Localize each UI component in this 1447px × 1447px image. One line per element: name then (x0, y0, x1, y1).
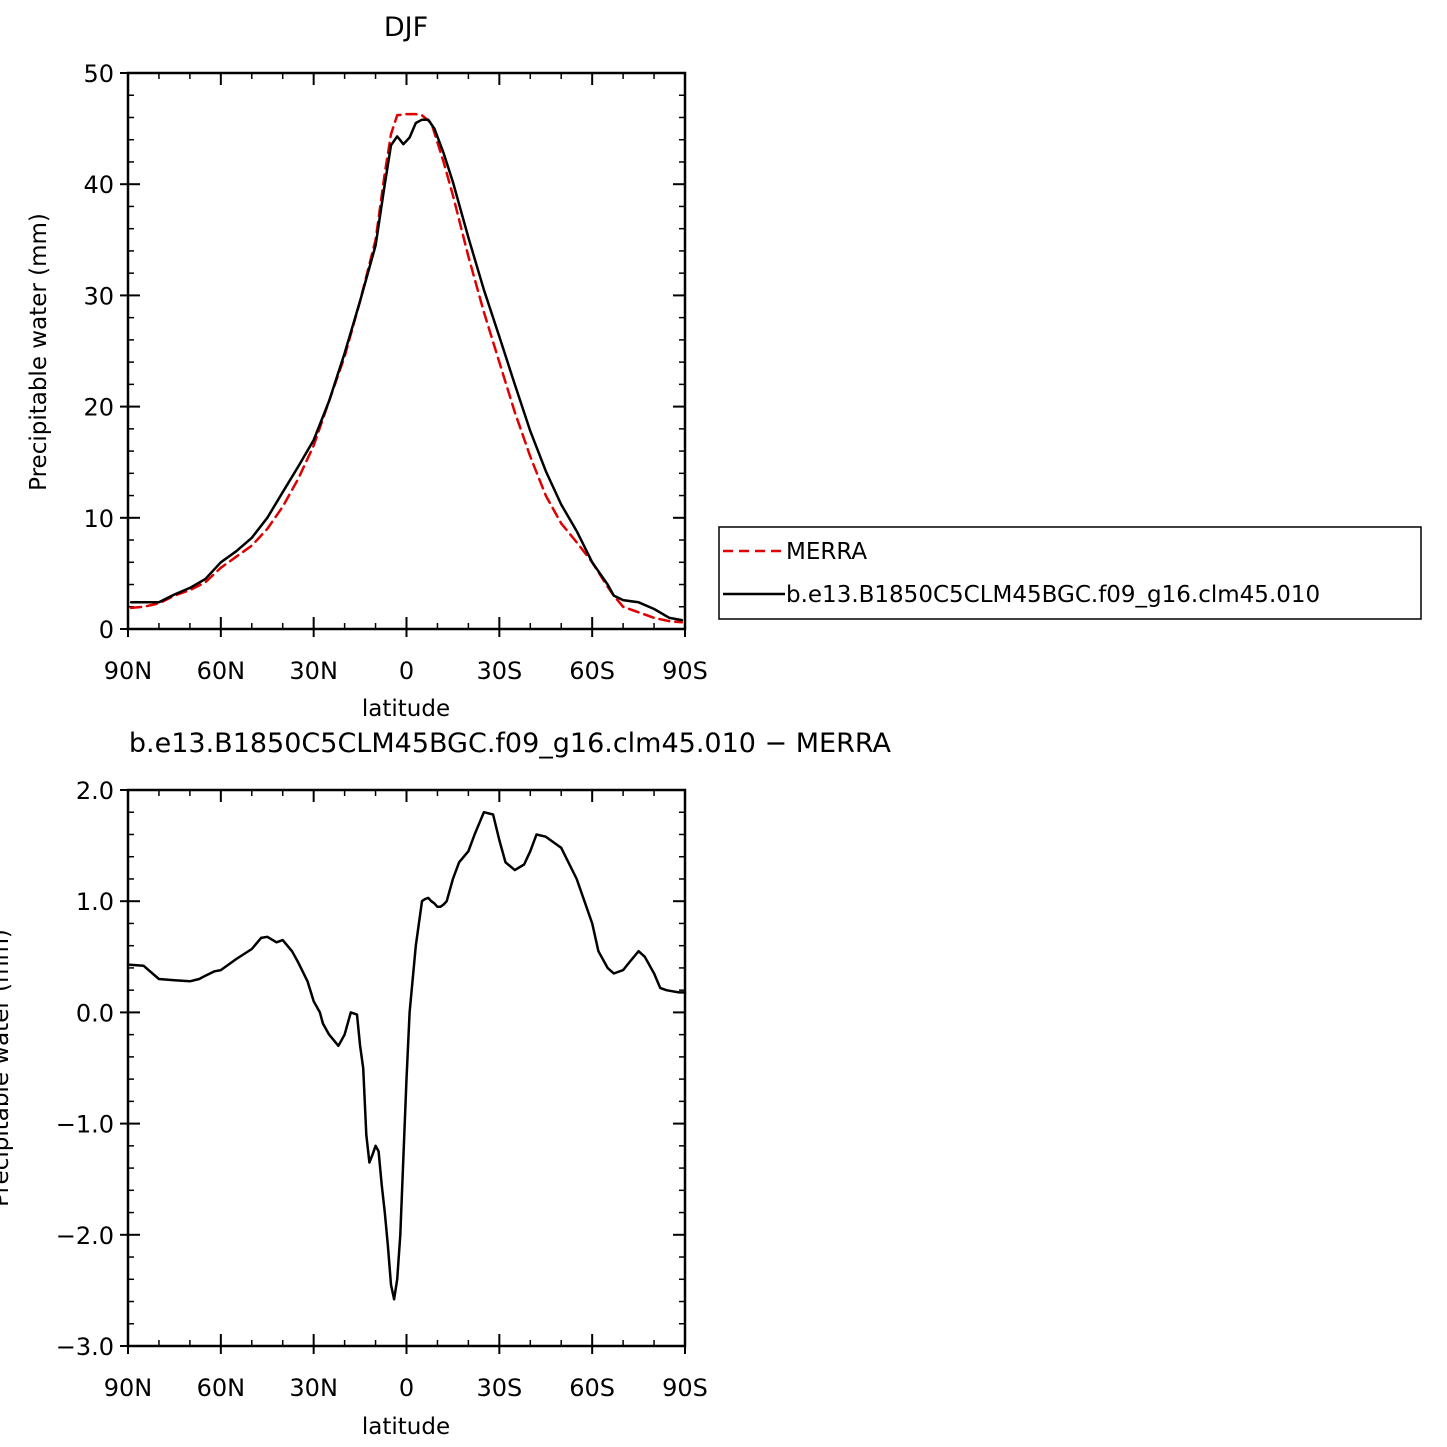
legend: MERRA b.e13.B1850C5CLM45BGC.f09_g16.clm4… (718, 526, 1422, 620)
top-x-tick-label: 30N (289, 657, 338, 685)
top-y-tick-label: 20 (83, 394, 114, 422)
top-x-tick-label: 90N (104, 657, 153, 685)
top-x-tick-label: 0 (399, 657, 414, 685)
bottom-x-ticks: 90N 60N 30N 0 30S 60S 90S (104, 790, 708, 1402)
bottom-x-tick-label: 30S (476, 1374, 522, 1402)
top-y-tick-label: 30 (83, 282, 114, 310)
legend-box (718, 526, 1422, 620)
bottom-panel: b.e13.B1850C5CLM45BGC.f09_g16.clm45.010 … (0, 728, 892, 1440)
top-x-tick-label: 60S (569, 657, 615, 685)
top-x-tick-label: 30S (476, 657, 522, 685)
top-series-line-1 (129, 118, 684, 622)
bottom-x-tick-label: 30N (289, 1374, 338, 1402)
bottom-y-ticks: −3.0 −2.0 −1.0 0.0 1.0 2.0 (56, 777, 685, 1361)
bottom-plot-frame (126, 788, 687, 1348)
bottom-x-tick-label: 90N (104, 1374, 153, 1402)
top-chart-title: DJF (384, 12, 428, 43)
bottom-y-tick-label: −3.0 (56, 1333, 114, 1361)
bottom-y-tick-label: −2.0 (56, 1222, 114, 1250)
top-y-tick-label: 40 (83, 171, 114, 199)
top-series-group (129, 112, 684, 624)
bottom-y-axis-title: Precipitable water (mm) (0, 929, 14, 1207)
top-x-axis-title: latitude (362, 696, 450, 722)
top-x-tick-label: 60N (197, 657, 246, 685)
bottom-y-tick-label: 1.0 (76, 888, 114, 916)
bottom-x-axis-title: latitude (362, 1414, 450, 1440)
top-y-axis-title: Precipitable water (mm) (26, 213, 52, 491)
bottom-series-line-0 (126, 810, 687, 1301)
top-x-tick-label: 90S (662, 657, 708, 685)
top-panel: DJF 0 10 20 30 40 50 90N 60N 30N 0 30S 60S 90S Prec… (26, 12, 708, 722)
bottom-y-tick-label: −1.0 (56, 1111, 114, 1139)
legend-label-model: b.e13.B1850C5CLM45BGC.f09_g16.clm45.010 (786, 582, 1320, 608)
top-plot-frame (126, 71, 687, 631)
bottom-series-group (126, 810, 687, 1301)
top-y-ticks: 0 10 20 30 40 50 (83, 60, 685, 644)
bottom-x-tick-label: 90S (662, 1374, 708, 1402)
top-y-tick-label: 10 (83, 505, 114, 533)
top-y-tick-label: 50 (83, 60, 114, 88)
top-x-ticks: 90N 60N 30N 0 30S 60S 90S (104, 73, 708, 685)
top-series-line-0 (129, 112, 684, 624)
bottom-x-tick-label: 60S (569, 1374, 615, 1402)
top-y-tick-label: 0 (99, 616, 114, 644)
bottom-x-tick-label: 60N (197, 1374, 246, 1402)
bottom-x-tick-label: 0 (399, 1374, 414, 1402)
bottom-y-tick-label: 0.0 (76, 999, 114, 1027)
bottom-chart-title: b.e13.B1850C5CLM45BGC.f09_g16.clm45.010 … (129, 728, 892, 759)
legend-label-merra: MERRA (786, 539, 867, 565)
bottom-y-tick-label: 2.0 (76, 777, 114, 805)
